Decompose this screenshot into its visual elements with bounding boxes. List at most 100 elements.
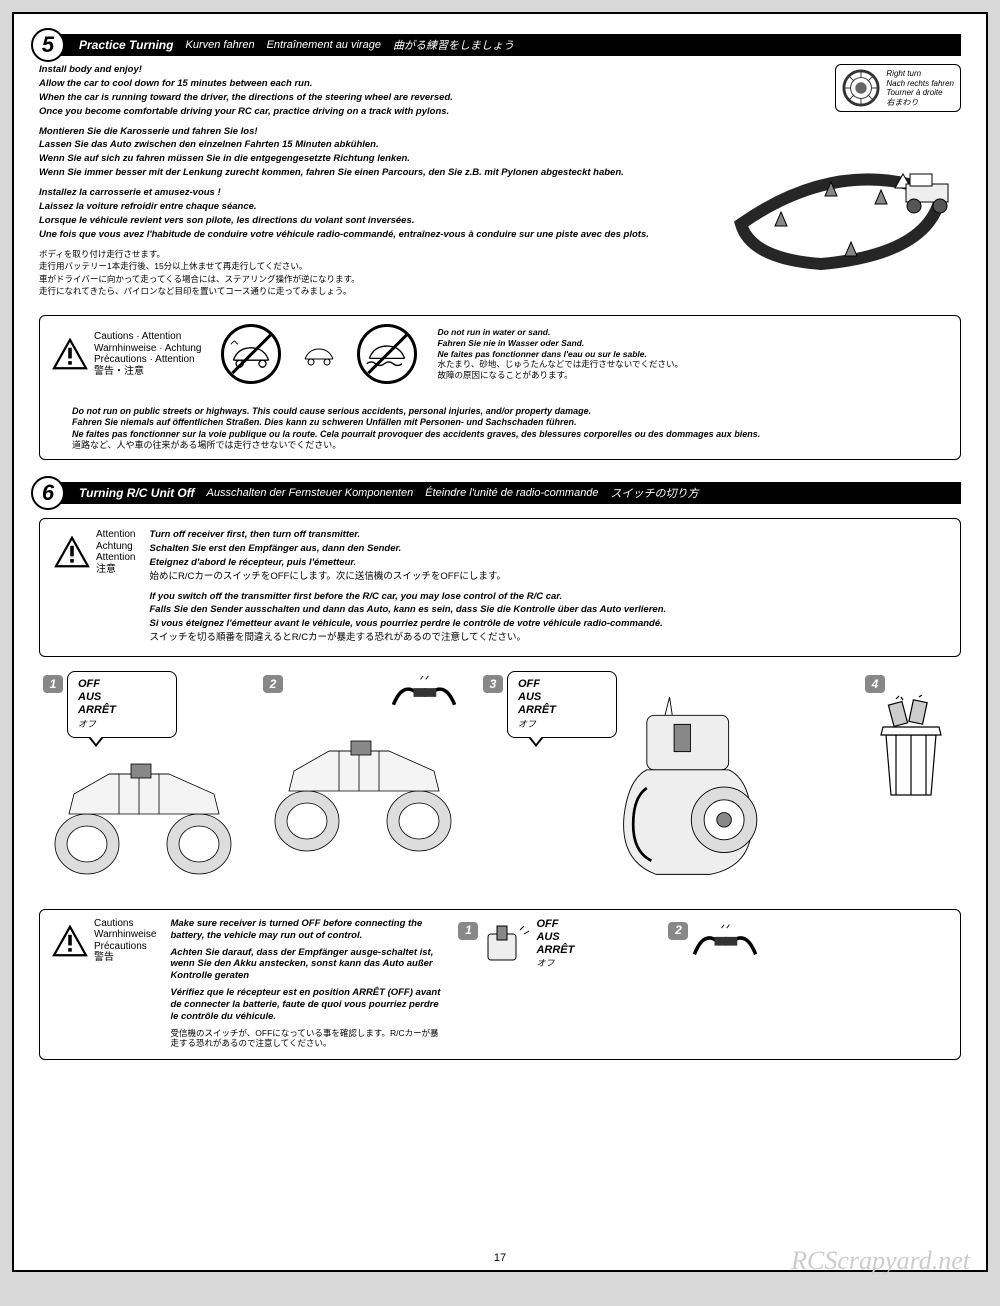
s5-jp-1: 走行用バッテリー1本走行後、15分以上休ませて再走行してください。 xyxy=(39,261,711,272)
caution-head: Cautions · Attention Warnhinweise · Acht… xyxy=(52,331,201,377)
warning-triangle-icon xyxy=(52,338,88,370)
step-badge-4: 4 xyxy=(865,675,885,693)
warning-triangle-icon xyxy=(54,536,90,568)
section-6-header: 6 Turning R/C Unit Off Ausschalten der F… xyxy=(39,482,961,504)
s5-jp-0: ボディを取り付け走行させます。 xyxy=(39,249,711,260)
att-p2-jp: スイッチを切る順番を間違えるとR/Cカーが暴走する恐れがあるので注意してください… xyxy=(149,632,946,644)
section-5-header: 5 Practice Turning Kurven fahren Entraîn… xyxy=(39,34,961,56)
att-p1-jp: 始めにR/CカーのスイッチをOFFにします。次に送信機のスイッチをOFFにします… xyxy=(149,571,946,583)
att-p1-en: Turn off receiver first, then turn off t… xyxy=(149,529,946,541)
s5-fr-0: Installez la carrosserie et amusez-vous … xyxy=(39,187,711,199)
s6-title-fr: Éteindre l'unité de radio-commande xyxy=(425,487,598,499)
step-number-6: 6 xyxy=(31,476,65,510)
c6b-label-jp: 警告 xyxy=(94,952,156,964)
c6b-label-de: Warnhinweise xyxy=(94,929,156,941)
att-p2-en: If you switch off the transmitter first … xyxy=(149,591,946,603)
s5-title-jp: 曲がる練習をしましょう xyxy=(393,37,514,53)
s5-content: Install body and enjoy! Allow the car to… xyxy=(39,64,961,305)
watermark: RCScrapyard.net xyxy=(791,1246,970,1276)
c5-label-jp: 警告・注意 xyxy=(94,366,201,378)
att-p2-fr: Si vous éteignez l'émetteur avant le véh… xyxy=(149,618,946,630)
small-steps: 1 OFF AUS ARRÊT オフ 2 xyxy=(454,918,948,971)
c6b-label-fr: Précautions xyxy=(94,941,156,953)
step-4: 4 xyxy=(861,671,961,808)
no-water-icon xyxy=(357,324,417,384)
s6-attention-box: Attention Achtung Attention 注意 Turn off … xyxy=(39,518,961,657)
small-step-2: 2 xyxy=(664,918,784,971)
att-p1-fr: Eteignez d'abord le récepteur, puis l'ém… xyxy=(149,557,946,569)
crawler-vehicle-illustration xyxy=(259,711,469,861)
pylon-track-illustration xyxy=(721,134,961,274)
c6b-fr: Vérifiez que le récepteur est en positio… xyxy=(170,987,440,1023)
c6b-jp: 受信機のスイッチが、OFFになっている事を確認します。R/Cカーが暴走する恐れが… xyxy=(170,1028,440,1049)
step-3: 3 OFF AUS ARRÊT オフ xyxy=(479,671,851,891)
c6b-en: Make sure receiver is turned OFF before … xyxy=(170,918,440,942)
small-car-icon xyxy=(301,341,337,367)
c5-label-fr: Précautions · Attention xyxy=(94,354,201,366)
c5b-fr: Ne faites pas fonctionner sur la voie pu… xyxy=(72,429,948,440)
s5-fr-2: Lorsque le véhicule revient vers son pil… xyxy=(39,215,711,227)
att-en: Attention xyxy=(96,529,135,541)
s5-en-3: Once you become comfortable driving your… xyxy=(39,106,711,118)
att-jp: 注意 xyxy=(96,564,135,576)
c5r-fr: Ne faites pas fonctionner dans l'eau ou … xyxy=(437,349,682,360)
step-badge-3: 3 xyxy=(483,675,503,693)
att-de: Achtung xyxy=(96,541,135,553)
s5-de-1: Lassen Sie das Auto zwischen den einzeln… xyxy=(39,139,711,151)
att-p1-de: Schalten Sie erst den Empfänger aus, dan… xyxy=(149,543,946,555)
s5-en-2: When the car is running toward the drive… xyxy=(39,92,711,104)
s5-en-0: Install body and enjoy! xyxy=(39,64,711,76)
s5-title-en: Practice Turning xyxy=(75,38,173,52)
c5r-jp2: 故障の原因になることがあります。 xyxy=(437,370,682,381)
step-1: 1 OFF AUS ARRÊT オフ xyxy=(39,671,249,887)
s5-text: Install body and enjoy! Allow the car to… xyxy=(39,64,711,305)
s5-title-fr: Entraînement au virage xyxy=(267,39,381,51)
s5-jp-2: 車がドライバーに向かって走ってくる場合には、ステアリング操作が逆になります。 xyxy=(39,274,711,285)
small-badge-2: 2 xyxy=(668,922,688,940)
c5b-de: Fahren Sie niemals auf öffentlichen Stra… xyxy=(72,417,948,428)
s5-en-1: Allow the car to cool down for 15 minute… xyxy=(39,78,711,90)
s5-de-2: Wenn Sie auf sich zu fahren müssen Sie i… xyxy=(39,153,711,165)
c5-label-en: Cautions · Attention xyxy=(94,331,201,343)
att-p2-de: Falls Sie den Sender ausschalten und dan… xyxy=(149,604,946,616)
s5-jp-3: 走行になれてきたら、パイロンなど目印を置いてコース通りに走ってみましょう。 xyxy=(39,286,711,297)
c5r-de: Fahren Sie nie in Wasser oder Sand. xyxy=(437,338,682,349)
c5b-en: Do not run on public streets or highways… xyxy=(72,406,948,417)
wheel-de: Nach rechts fahren xyxy=(886,79,954,89)
s6-caution2-box: Cautions Warnhinweise Précautions 警告 Mak… xyxy=(39,909,961,1060)
off-label-1: OFF AUS ARRÊT オフ xyxy=(67,671,177,738)
page-number: 17 xyxy=(494,1252,506,1264)
s5-de-0: Montieren Sie die Karosserie und fahren … xyxy=(39,126,711,138)
step-badge-2: 2 xyxy=(263,675,283,693)
c5r-jp1: 水たまり、砂地、じゅうたんなどでは走行させないでください。 xyxy=(437,359,682,370)
small-badge-1: 1 xyxy=(458,922,478,940)
s6-title-de: Ausschalten der Fernsteuer Komponenten xyxy=(207,487,414,499)
connector-unplug-icon xyxy=(690,918,760,968)
c6b-de: Achten Sie darauf, dass der Empfänger au… xyxy=(170,947,440,983)
s5-illustration: Right turn Nach rechts fahren Tourner à … xyxy=(721,64,961,305)
wheel-balloon: Right turn Nach rechts fahren Tourner à … xyxy=(835,64,961,112)
step-badge-1: 1 xyxy=(43,675,63,693)
s6-title-jp: スイッチの切り方 xyxy=(611,485,699,501)
warning-triangle-icon xyxy=(52,925,88,957)
crawler-vehicle-illustration xyxy=(39,734,249,884)
small-step-1: 1 OFF AUS ARRÊT オフ xyxy=(454,918,654,971)
c5r-en: Do not run in water or sand. xyxy=(437,327,682,338)
att-fr: Attention xyxy=(96,552,135,564)
c5b-jp: 道路など、人や車の往来がある場所では走行させないでください。 xyxy=(72,440,948,451)
steering-wheel-icon xyxy=(842,69,880,107)
wheel-en: Right turn xyxy=(886,69,954,79)
c6b-label-en: Cautions xyxy=(94,918,156,930)
battery-disposal-icon xyxy=(861,695,961,805)
manual-page: 5 Practice Turning Kurven fahren Entraîn… xyxy=(12,12,988,1272)
receiver-switch-icon xyxy=(480,922,530,967)
s5-fr-3: Une fois que vous avez l'habitude de con… xyxy=(39,229,711,241)
wheel-fr: Tourner à droite xyxy=(886,88,954,98)
s5-de-3: Wenn Sie immer besser mit der Lenkung zu… xyxy=(39,167,711,179)
s6-steps-row: 1 OFF AUS ARRÊT オフ 2 xyxy=(39,671,961,891)
step-number-5: 5 xyxy=(31,28,65,62)
s6-title-en: Turning R/C Unit Off xyxy=(75,486,195,500)
s5-caution-box: Cautions · Attention Warnhinweise · Acht… xyxy=(39,315,961,460)
step-2: 2 xyxy=(259,671,469,864)
wheel-jp: 右まわり xyxy=(886,98,954,108)
